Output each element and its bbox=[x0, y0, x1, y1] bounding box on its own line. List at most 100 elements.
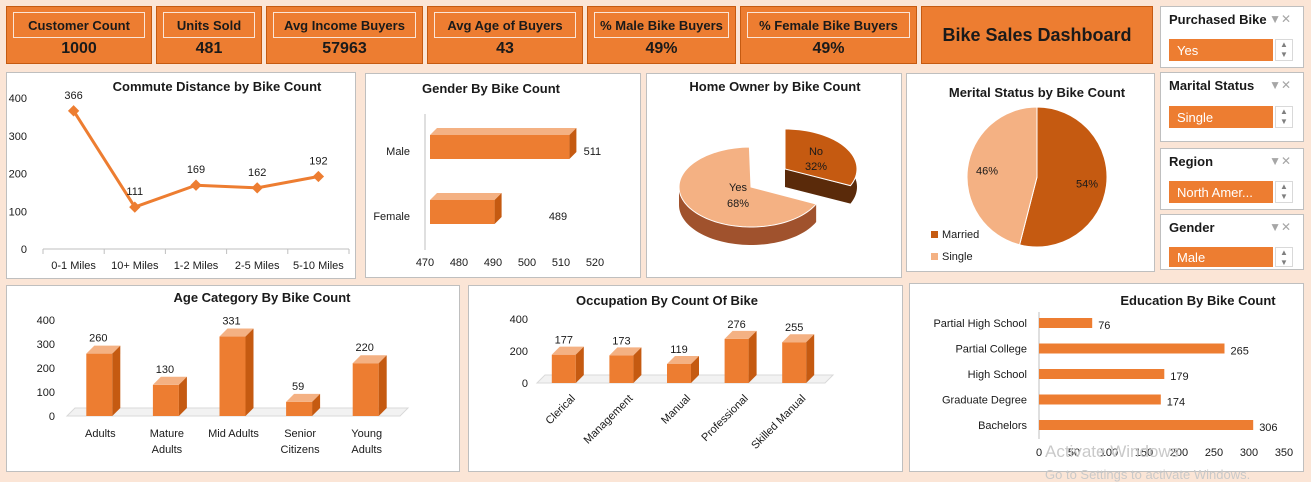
y-tick-label: 100 bbox=[9, 206, 27, 218]
chart-title: Occupation By Count Of Bike bbox=[576, 293, 758, 308]
bar-top bbox=[86, 345, 121, 354]
chart-title: Age Category By Bike Count bbox=[174, 290, 352, 305]
gender-chart: Gender By Bike Count 470 480 490 500 510 520 Ma… bbox=[365, 73, 641, 278]
pie-slice-single bbox=[966, 106, 1038, 246]
bar-top bbox=[430, 128, 577, 135]
clear-filter-icon[interactable]: ▼✕ bbox=[1269, 78, 1291, 92]
x-tick-label: Manual bbox=[659, 393, 693, 427]
slicer-item[interactable]: Yes bbox=[1169, 39, 1273, 61]
slicer-header: Purchased Bike bbox=[1169, 12, 1267, 27]
bar bbox=[1039, 343, 1225, 354]
clear-filter-icon[interactable]: ▼✕ bbox=[1269, 220, 1291, 234]
bar-side bbox=[633, 347, 642, 383]
slicer-item[interactable]: North Amer... bbox=[1169, 181, 1273, 203]
bar-top bbox=[609, 347, 642, 356]
bar bbox=[152, 384, 179, 416]
bar bbox=[430, 135, 570, 159]
y-tick-label: High School bbox=[968, 369, 1027, 381]
slicer-region[interactable]: Region ▼✕ North Amer... ▲ ▼ bbox=[1160, 148, 1304, 210]
data-label: 192 bbox=[309, 156, 327, 168]
slicer-marital-status[interactable]: Marital Status ▼✕ Single ▲ ▼ bbox=[1160, 72, 1304, 142]
kpi-label: % Female Bike Buyers bbox=[747, 12, 910, 38]
data-label: 331 bbox=[222, 316, 240, 328]
slice-label: 46% bbox=[976, 166, 998, 178]
slicer-scrollbar[interactable]: ▲ ▼ bbox=[1275, 39, 1293, 61]
data-label: 59 bbox=[292, 381, 304, 393]
data-label: 260 bbox=[89, 333, 107, 345]
bar bbox=[86, 353, 113, 416]
data-label: 220 bbox=[356, 342, 374, 354]
x-tick-label: 500 bbox=[518, 257, 536, 269]
slicer-item[interactable]: Single bbox=[1169, 106, 1273, 128]
data-label: 489 bbox=[549, 211, 567, 223]
x-tick-label: Adults bbox=[152, 444, 183, 456]
bar bbox=[609, 355, 634, 383]
x-tick-label: 1-2 Miles bbox=[174, 260, 219, 272]
x-tick-label: Professional bbox=[699, 393, 750, 444]
slicer-scrollbar[interactable]: ▲ ▼ bbox=[1275, 181, 1293, 203]
pie-slice-yes bbox=[678, 146, 818, 228]
y-tick-label: 0 bbox=[21, 244, 27, 256]
bar bbox=[1039, 420, 1254, 430]
y-tick-label: 200 bbox=[37, 363, 55, 375]
x-tick-label: Mature bbox=[150, 428, 184, 440]
kpi-avg-income: Avg Income Buyers 57963 bbox=[266, 6, 423, 64]
data-point bbox=[312, 170, 325, 183]
kpi-male-buyers: % Male Bike Buyers 49% bbox=[587, 6, 736, 64]
bar-top bbox=[724, 330, 757, 339]
pie-side bbox=[679, 187, 817, 245]
kpi-value: 49% bbox=[812, 40, 845, 57]
slicer-header: Gender bbox=[1169, 220, 1215, 235]
x-tick-label: 480 bbox=[450, 257, 468, 269]
occupation-chart: Occupation By Count Of Bike 0 200 400 177 Cle… bbox=[468, 285, 903, 472]
bar-side bbox=[378, 355, 387, 416]
bar-side bbox=[748, 330, 757, 383]
slicer-header: Region bbox=[1169, 154, 1214, 169]
slicer-scrollbar[interactable]: ▲ ▼ bbox=[1275, 247, 1293, 267]
bar-side bbox=[494, 193, 502, 224]
age-svg: Age Category By Bike Count 0 100 200 300 400 2… bbox=[37, 290, 410, 456]
x-tick-label: 350 bbox=[1275, 447, 1293, 459]
slicer-scrollbar[interactable]: ▲ ▼ bbox=[1275, 106, 1293, 128]
x-tick-label: 470 bbox=[416, 257, 434, 269]
x-tick-label: 510 bbox=[552, 257, 570, 269]
kpi-label: % Male Bike Buyers bbox=[594, 12, 729, 38]
y-tick-label: 400 bbox=[9, 93, 27, 105]
y-tick-label: Female bbox=[373, 211, 410, 223]
data-label: 366 bbox=[64, 90, 82, 102]
x-tick-label: Young bbox=[351, 428, 382, 440]
education-svg: Education By Bike Count 0 50 100 150 200 250 30… bbox=[933, 293, 1293, 459]
bar bbox=[1039, 394, 1161, 405]
data-label: 111 bbox=[126, 186, 143, 198]
clear-filter-icon[interactable]: ▼✕ bbox=[1269, 154, 1291, 168]
series-line bbox=[72, 110, 319, 209]
chart-title: Merital Status by Bike Count bbox=[949, 85, 1126, 100]
data-label: 177 bbox=[555, 335, 573, 347]
x-tick-label: 10+ Miles bbox=[111, 260, 159, 272]
slicer-item[interactable]: Male bbox=[1169, 247, 1273, 267]
y-tick-label: Partial College bbox=[955, 344, 1027, 356]
slicer-purchased-bike[interactable]: Purchased Bike ▼✕ Yes ▲ ▼ bbox=[1160, 6, 1304, 68]
clear-filter-icon[interactable]: ▼✕ bbox=[1269, 12, 1291, 26]
chart-title: Gender By Bike Count bbox=[422, 81, 561, 96]
occupation-svg: Occupation By Count Of Bike 0 200 400 177 Cle… bbox=[510, 293, 835, 452]
bar bbox=[352, 363, 379, 416]
x-tick-label: 2-5 Miles bbox=[235, 260, 280, 272]
bar bbox=[667, 363, 691, 383]
x-tick-label: 300 bbox=[1240, 447, 1258, 459]
bar-side bbox=[569, 128, 577, 159]
kpi-value: 481 bbox=[195, 40, 223, 57]
data-point bbox=[190, 179, 202, 191]
x-tick-label: 100 bbox=[1100, 447, 1118, 459]
y-tick-label: Partial High School bbox=[933, 318, 1027, 330]
data-label: 179 bbox=[1170, 371, 1188, 383]
kpi-customer-count: Customer Count 1000 bbox=[6, 6, 152, 64]
slicer-gender[interactable]: Gender ▼✕ Male ▲ ▼ bbox=[1160, 214, 1304, 270]
bar-side bbox=[691, 355, 699, 383]
x-tick-label: 490 bbox=[484, 257, 502, 269]
bar-side bbox=[312, 393, 321, 416]
bar-top bbox=[152, 376, 187, 385]
x-tick-label: 150 bbox=[1135, 447, 1153, 459]
data-label: 76 bbox=[1098, 320, 1110, 332]
kpi-label: Customer Count bbox=[13, 12, 145, 38]
